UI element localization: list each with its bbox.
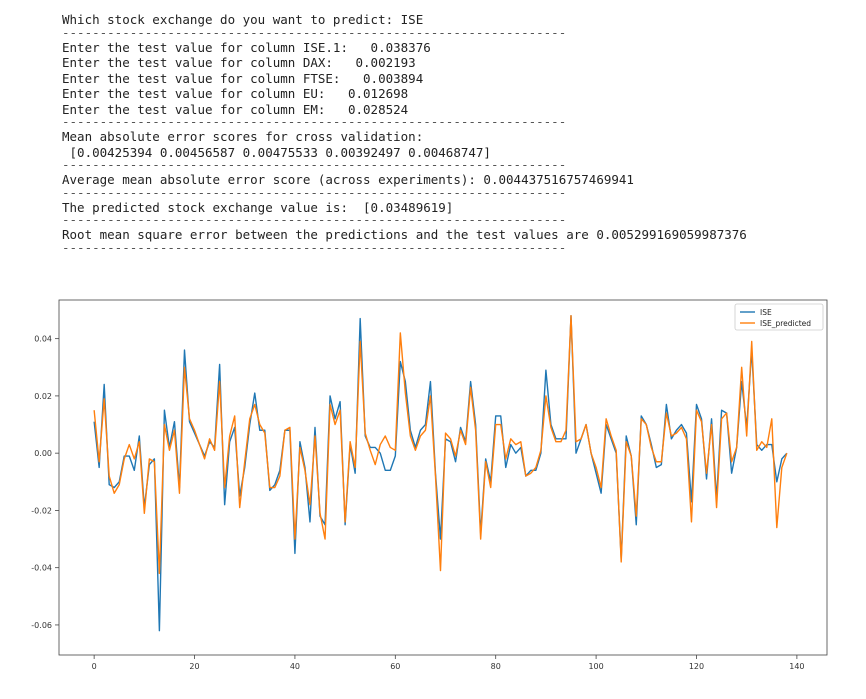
x-tick-label: 0 bbox=[92, 662, 97, 671]
input-line: Enter the test value for column EM: 0.02… bbox=[62, 101, 409, 117]
separator: ----------------------------------------… bbox=[62, 27, 567, 40]
y-axis: -0.06 -0.04 -0.02 0.00 0.02 0.04 bbox=[31, 335, 59, 630]
cv-title: Mean absolute error scores for cross val… bbox=[62, 129, 424, 144]
series-line-ise-predicted bbox=[93, 315, 788, 575]
rmse-line: Root mean square error between the predi… bbox=[62, 227, 747, 242]
input-line: Enter the test value for column DAX: 0.0… bbox=[62, 55, 416, 70]
x-tick-label: 40 bbox=[290, 662, 300, 671]
line-chart: -0.06 -0.04 -0.02 0.00 0.02 0.04 0 20 40 60 80 100… bbox=[31, 299, 828, 671]
legend-box bbox=[734, 303, 824, 331]
input-line: Enter the test value for column ISE.1: 0… bbox=[62, 39, 431, 55]
separator: ----------------------------------------… bbox=[62, 160, 567, 172]
separator: ----------------------------------------… bbox=[62, 117, 567, 129]
prompt-line: Which stock exchange do you want to pred… bbox=[62, 12, 424, 27]
prediction-line: The predicted stock exchange value is: [… bbox=[62, 199, 454, 215]
separator: ----------------------------------------… bbox=[62, 242, 567, 255]
separator: ----------------------------------------… bbox=[62, 215, 567, 227]
chart-container: -0.06 -0.04 -0.02 0.00 0.02 0.04 0 20 40 60 80 100… bbox=[0, 288, 866, 699]
y-tick-label: 0.04 bbox=[34, 335, 52, 344]
y-tick-label: 0.00 bbox=[34, 449, 52, 458]
legend-label: ISE_predicted bbox=[760, 319, 811, 328]
avg-mae-line: Average mean absolute error score (acros… bbox=[62, 172, 634, 187]
y-tick-label: -0.06 bbox=[31, 621, 52, 630]
x-tick-label: 80 bbox=[491, 662, 501, 671]
x-tick-label: 100 bbox=[588, 662, 603, 671]
y-tick-label: -0.02 bbox=[31, 506, 52, 515]
x-axis: 0 20 40 60 80 100 120 140 bbox=[92, 655, 805, 671]
input-line: Enter the test value for column EU: 0.01… bbox=[62, 86, 409, 101]
x-tick-label: 60 bbox=[390, 662, 400, 671]
legend: ISE ISE_predicted bbox=[734, 303, 824, 331]
separator: ----------------------------------------… bbox=[62, 187, 567, 200]
cv-scores: [0.00425394 0.00456587 0.00475533 0.0039… bbox=[62, 144, 491, 160]
y-tick-label: -0.04 bbox=[31, 564, 52, 573]
series-lines bbox=[93, 315, 788, 632]
x-tick-label: 140 bbox=[789, 662, 804, 671]
x-tick-label: 120 bbox=[689, 662, 704, 671]
x-tick-label: 20 bbox=[189, 662, 199, 671]
legend-label: ISE bbox=[760, 308, 772, 317]
y-tick-label: 0.02 bbox=[34, 392, 52, 401]
input-line: Enter the test value for column FTSE: 0.… bbox=[62, 70, 424, 86]
console-output: Which stock exchange do you want to pred… bbox=[62, 12, 842, 255]
